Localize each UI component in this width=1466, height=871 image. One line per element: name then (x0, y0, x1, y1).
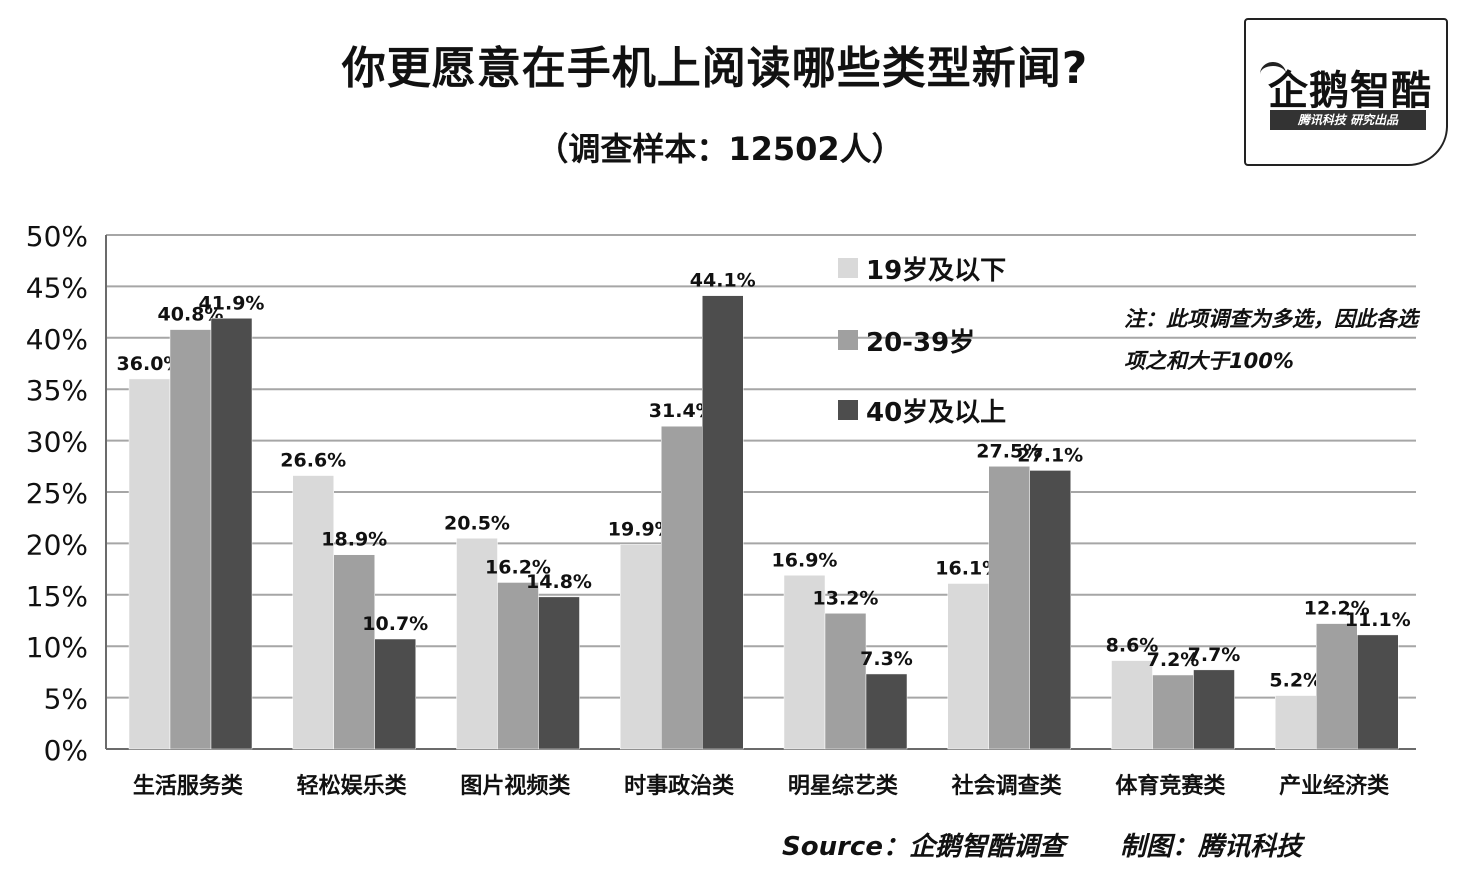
bar-series-2 (169, 329, 212, 750)
bar-series-2 (988, 466, 1030, 750)
bar-series-3 (865, 673, 908, 750)
bar-series-2 (661, 425, 703, 750)
data-label: 12.2% (1304, 598, 1370, 620)
data-label: 18.9% (321, 529, 387, 551)
bar-series-3 (210, 318, 253, 750)
bar-series-1 (947, 583, 989, 750)
data-label: 44.1% (690, 270, 756, 292)
brand-logo: 企鹅智酷 腾讯科技 研究出品 (1244, 18, 1448, 166)
bar-series-1 (1275, 695, 1317, 750)
y-tick-label: 40% (26, 323, 88, 356)
logo-tagline: 腾讯科技 研究出品 (1270, 110, 1426, 130)
data-label: 7.3% (860, 648, 913, 670)
data-label: 16.1% (935, 557, 1001, 579)
penguin-icon (1260, 62, 1286, 86)
bar-series-3 (1029, 470, 1071, 750)
bar-series-3 (1193, 669, 1235, 750)
bar-series-2 (1152, 674, 1194, 750)
data-label: 41.9% (199, 292, 265, 314)
bar-series-1 (292, 475, 334, 750)
data-label: 19.9% (608, 518, 674, 540)
chart-note: 注：此项调查为多选，因此各选项之和大于100% (1124, 307, 1418, 373)
bar-series-2 (1316, 623, 1358, 750)
bar-series-3 (374, 638, 416, 750)
y-tick-label: 50% (26, 220, 88, 253)
y-tick-label: 45% (26, 271, 88, 304)
data-label: 36.0% (117, 353, 183, 375)
bar-series-1 (783, 575, 826, 750)
y-tick-label: 20% (26, 528, 88, 561)
x-tick-label: 体育竞赛类 (1115, 773, 1226, 799)
bar-series-2 (333, 554, 375, 750)
data-label: 14.8% (526, 571, 592, 593)
legend-swatch-series-3 (838, 400, 858, 420)
chart-subtitle: （调查样本：12502人） (536, 130, 904, 168)
bar-series-2 (497, 582, 539, 750)
data-label: 13.2% (813, 587, 879, 609)
bar-series-3 (702, 295, 744, 750)
x-tick-label: 轻松娱乐类 (297, 773, 408, 799)
data-label: 16.2% (485, 556, 551, 578)
y-tick-label: 25% (26, 477, 88, 510)
chart-title: 你更愿意在手机上阅读哪些类型新闻? (341, 43, 1089, 94)
x-tick-label: 图片视频类 (460, 773, 571, 799)
legend-swatch-series-1 (838, 258, 858, 278)
data-label: 26.6% (280, 450, 346, 472)
data-label: 40.8% (158, 304, 224, 326)
y-tick-label: 5% (44, 683, 88, 716)
data-label: 20.5% (444, 512, 510, 534)
data-label: 5.2% (1269, 670, 1322, 692)
data-label: 7.7% (1188, 644, 1241, 666)
source-credit: Source：企鹅智酷调查 (782, 832, 1065, 862)
legend-swatch-series-2 (838, 330, 858, 350)
y-tick-label: 30% (26, 426, 88, 459)
data-label: 27.5% (976, 440, 1042, 462)
x-tick-label: 时事政治类 (624, 773, 735, 799)
bar-series-1 (128, 378, 171, 750)
data-label: 7.2% (1147, 649, 1200, 671)
data-label: 31.4% (649, 400, 715, 422)
bar-series-2 (824, 613, 867, 750)
bar-series-1 (1111, 660, 1153, 750)
legend-label-series-2: 20-39岁 (866, 328, 976, 358)
y-tick-label: 35% (26, 374, 88, 407)
data-label: 11.1% (1345, 609, 1411, 631)
legend-label-series-1: 19岁及以下 (866, 256, 1007, 286)
x-tick-label: 社会调查类 (952, 773, 1063, 799)
bar-series-3 (538, 596, 580, 750)
bar-series-1 (620, 544, 662, 750)
x-tick-label: 明星综艺类 (788, 773, 899, 799)
legend-label-series-3: 40岁及以上 (866, 398, 1007, 428)
logo-name: 企鹅智酷 (1268, 68, 1432, 114)
y-tick-label: 15% (26, 580, 88, 613)
y-tick-label: 0% (44, 734, 88, 767)
bar-series-3 (1357, 634, 1399, 750)
chart-maker-credit: 制图：腾讯科技 (1120, 832, 1303, 862)
x-tick-label: 产业经济类 (1279, 773, 1390, 799)
data-label: 8.6% (1106, 635, 1159, 657)
data-label: 16.9% (772, 549, 838, 571)
y-tick-label: 10% (26, 631, 88, 664)
x-tick-label: 生活服务类 (133, 774, 244, 799)
bar-series-1 (456, 538, 498, 750)
data-label: 10.7% (362, 613, 428, 635)
data-label: 27.1% (1017, 444, 1083, 466)
